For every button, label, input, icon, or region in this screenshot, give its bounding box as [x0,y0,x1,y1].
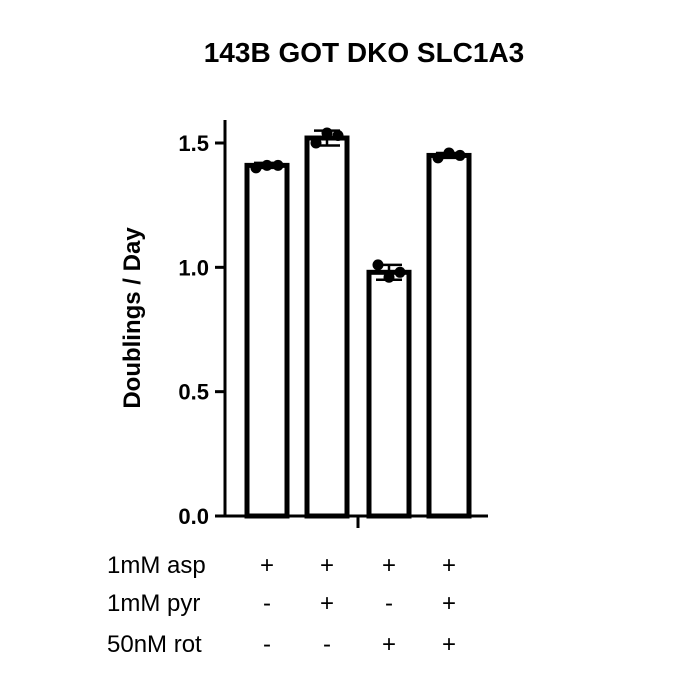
data-point [250,162,262,174]
condition-sign: + [382,552,396,579]
condition-sign: + [442,590,456,617]
data-point [394,266,406,278]
condition-sign: + [442,631,456,658]
condition-sign: + [382,631,396,658]
bar [244,162,290,519]
data-point [454,149,466,161]
condition-label: 1mM pyr [107,590,200,617]
data-point [332,130,344,142]
bar [304,135,350,519]
condition-sign: - [385,590,393,617]
data-point [443,147,455,159]
condition-label: 50nM rot [107,631,202,658]
y-tick-label: 1.5 [178,131,209,156]
data-point [310,137,322,149]
y-tick-label: 1.0 [178,255,209,280]
y-tick-label: 0.5 [178,380,209,405]
condition-sign: - [263,631,271,658]
y-tick-label: 0.0 [178,504,209,529]
data-point [372,259,384,271]
condition-sign: + [442,552,456,579]
data-point [261,159,273,171]
data-point [272,159,284,171]
condition-sign: - [323,631,331,658]
data-point [383,271,395,283]
bar [426,152,472,519]
condition-sign: + [320,552,334,579]
chart-title: 143B GOT DKO SLC1A3 [204,37,525,68]
data-point [321,127,333,139]
y-axis-label: Doublings / Day [119,227,146,409]
condition-sign: - [263,590,271,617]
data-point [432,152,444,164]
bar [366,269,412,519]
condition-sign: + [260,552,274,579]
condition-sign: + [320,590,334,617]
condition-label: 1mM asp [107,552,206,579]
